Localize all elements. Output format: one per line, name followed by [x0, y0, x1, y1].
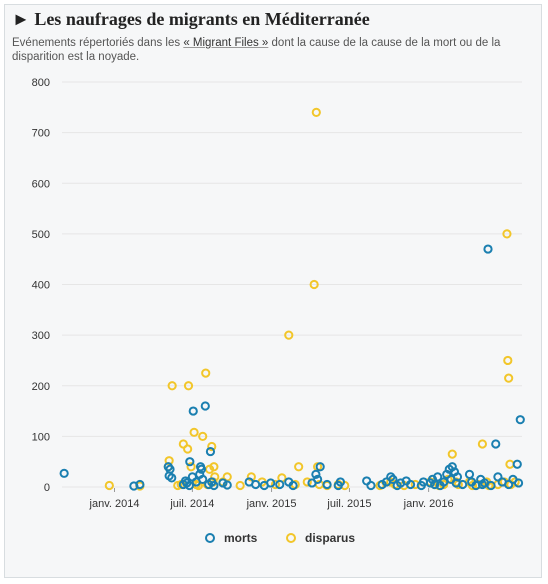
legend-label-disparus: disparus [305, 531, 355, 545]
data-point-morts [185, 457, 195, 467]
data-point-disparus [502, 229, 512, 239]
y-tick-label: 400 [32, 280, 50, 292]
data-point-disparus [167, 381, 177, 391]
data-point-disparus [410, 479, 420, 490]
data-point-morts [491, 439, 501, 449]
data-point-morts [366, 480, 376, 491]
data-point-morts [200, 401, 210, 411]
data-point-morts [315, 462, 325, 472]
data-point-morts [513, 478, 524, 488]
data-point-morts [198, 474, 208, 485]
data-point-morts [251, 479, 261, 490]
data-point-disparus [183, 444, 193, 454]
x-tick-label: janv. 2015 [246, 498, 297, 510]
data-point-morts [458, 479, 468, 490]
data-point-morts [515, 415, 525, 425]
data-point-morts [167, 473, 177, 483]
data-point-disparus [164, 456, 174, 466]
data-point-disparus [447, 449, 457, 459]
y-tick-label: 500 [32, 229, 50, 241]
y-tick-label: 200 [32, 381, 50, 393]
y-tick-label: 800 [32, 77, 50, 89]
y-tick-label: 600 [32, 178, 50, 190]
data-point-morts [135, 479, 145, 490]
data-point-morts [452, 472, 463, 482]
y-axis-ticks: 0 100 200 300 400 500 600 700 800 [32, 77, 50, 494]
x-tick-label: juil. 2015 [326, 498, 371, 510]
chart-subtitle: Evénements répertoriés dans les « Migran… [12, 36, 532, 64]
data-point-disparus [201, 368, 211, 378]
data-point-disparus [235, 480, 245, 491]
legend-marker-disparus [286, 533, 296, 543]
data-point-disparus [505, 459, 515, 469]
data-point-disparus [104, 480, 114, 491]
data-point-morts [288, 480, 298, 491]
migrant-files-link[interactable]: « Migrant Files » [183, 37, 269, 49]
x-tick-label: juil. 2014 [169, 498, 214, 510]
data-point-morts [322, 479, 332, 490]
data-point-morts [184, 480, 194, 491]
data-point-morts [266, 478, 276, 488]
data-point-disparus [302, 477, 312, 487]
data-point-disparus [284, 330, 294, 340]
data-point-morts [196, 464, 207, 474]
data-point-disparus [198, 431, 208, 441]
data-point-disparus [503, 355, 513, 366]
subtitle-text-before: Evénements répertoriés dans les [12, 37, 184, 49]
data-point-morts [209, 480, 219, 491]
data-point-disparus [504, 373, 514, 383]
data-point-morts [486, 480, 496, 491]
y-tick-label: 700 [32, 128, 50, 140]
y-tick-label: 300 [32, 330, 50, 342]
data-point-morts [388, 474, 398, 485]
data-point-morts [430, 479, 440, 490]
data-point-morts [433, 472, 443, 482]
data-point-disparus [294, 462, 304, 472]
data-points [59, 107, 525, 491]
data-point-disparus [209, 462, 219, 472]
x-axis-ticks: janv. 2014 juil. 2014 janv. 2015 juil. 2015… [89, 488, 454, 510]
data-point-morts [313, 474, 323, 485]
data-point-morts [165, 464, 175, 474]
chart-title: ► Les naufrages de migrants en Méditerra… [12, 9, 370, 29]
legend-label-morts: morts [224, 531, 258, 545]
data-point-disparus [189, 427, 199, 437]
data-point-morts [405, 479, 416, 490]
data-point-morts [464, 469, 475, 479]
data-point-disparus [207, 441, 217, 452]
data-point-morts [222, 480, 232, 490]
data-point-disparus [246, 472, 256, 482]
data-point-morts [447, 462, 457, 472]
data-point-morts [483, 244, 493, 254]
data-point-morts [311, 469, 321, 479]
data-point-morts [335, 477, 346, 487]
legend: morts disparus [205, 531, 355, 545]
data-point-morts [205, 446, 216, 457]
data-point-morts [59, 468, 69, 478]
grid-lines [62, 81, 522, 488]
x-tick-label: janv. 2016 [403, 498, 454, 510]
legend-marker-morts [205, 533, 215, 543]
data-point-disparus [311, 107, 321, 117]
data-point-morts [275, 479, 285, 490]
data-point-disparus [309, 279, 319, 290]
data-point-morts [512, 459, 522, 469]
y-tick-label: 0 [44, 482, 50, 494]
data-point-disparus [477, 439, 488, 449]
x-tick-label: janv. 2014 [89, 498, 140, 510]
subtitle-text-after: dont la cause de la cause de la mort ou … [12, 37, 501, 63]
data-point-disparus [270, 479, 281, 490]
data-point-morts [188, 406, 198, 416]
data-point-disparus [186, 462, 196, 472]
data-point-disparus [183, 381, 194, 391]
y-tick-label: 100 [32, 431, 50, 443]
